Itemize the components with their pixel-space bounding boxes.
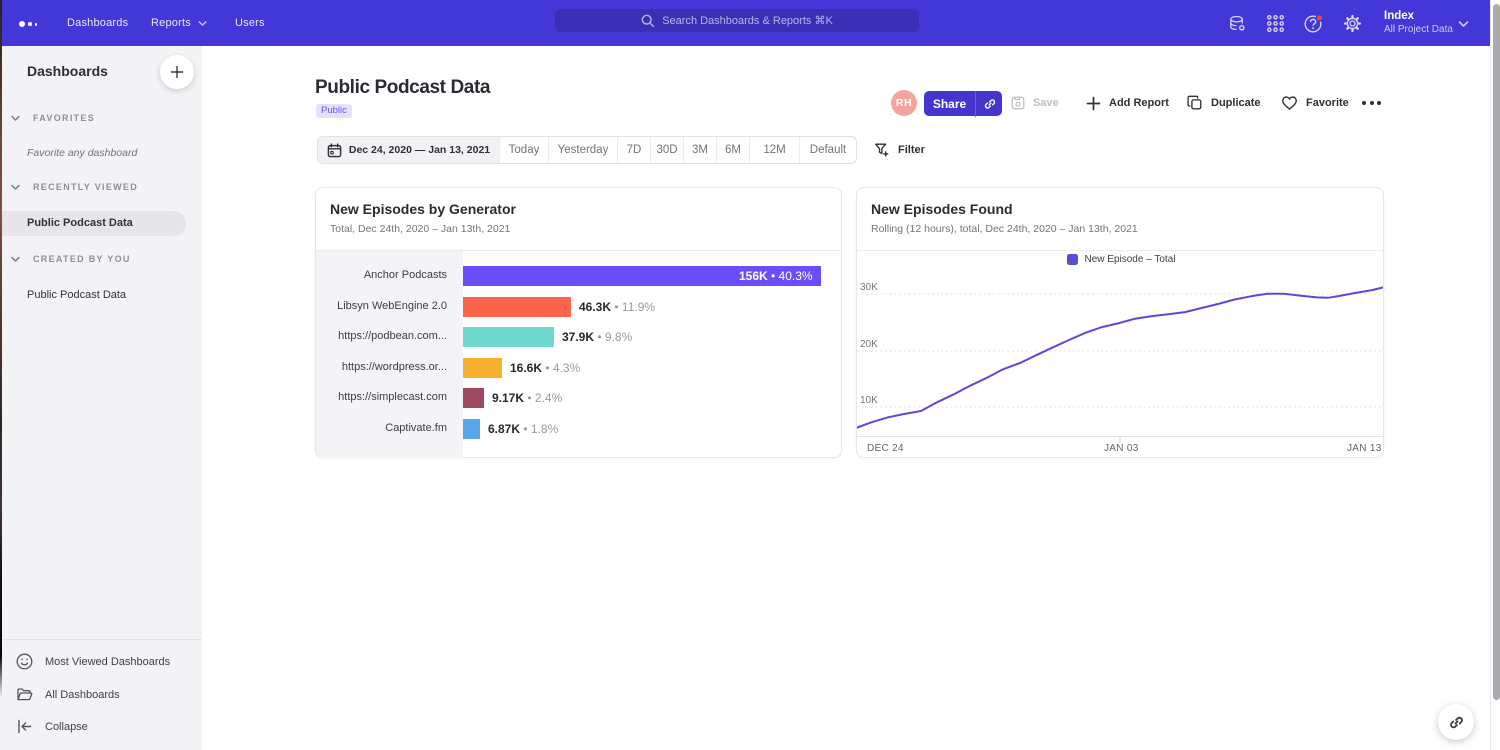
svg-text:10K: 10K xyxy=(860,395,878,406)
svg-text:20K: 20K xyxy=(860,339,878,350)
svg-text:JAN 13: JAN 13 xyxy=(1347,443,1382,454)
svg-text:DEC 24: DEC 24 xyxy=(867,443,904,454)
svg-text:JAN 03: JAN 03 xyxy=(1104,443,1139,454)
svg-text:30K: 30K xyxy=(860,282,878,293)
